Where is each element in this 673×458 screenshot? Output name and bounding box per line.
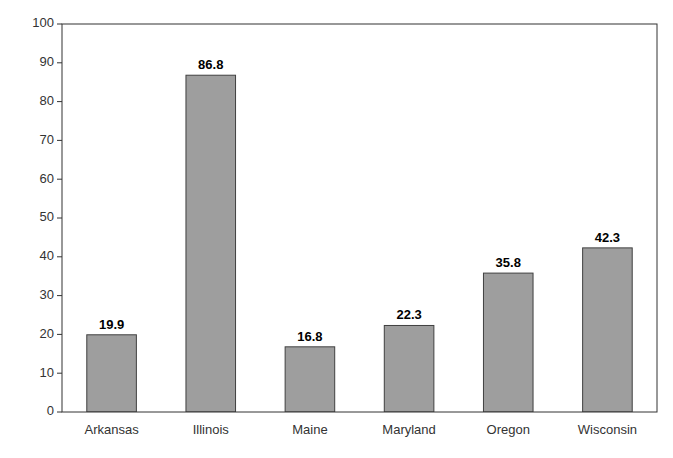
y-tick-label: 100 <box>32 15 54 30</box>
y-tick <box>57 256 62 257</box>
y-tick-label: 50 <box>40 209 54 224</box>
y-tick-label: 20 <box>40 326 54 341</box>
y-tick <box>57 62 62 63</box>
data-label: 16.8 <box>297 329 322 344</box>
x-tick-label: Maryland <box>382 422 435 437</box>
chart-container: 19.9 86.8 16.8 22.3 35.8 42.3 0 10 20 30 40 50 60 70 8… <box>0 0 673 458</box>
plot-frame <box>62 24 657 412</box>
y-tick-label: 30 <box>40 287 54 302</box>
y-tick <box>57 179 62 180</box>
y-tick-label: 70 <box>40 132 54 147</box>
y-tick-label: 90 <box>40 54 54 69</box>
data-label: 35.8 <box>496 255 521 270</box>
bar <box>483 273 533 412</box>
x-tick-label: Maine <box>292 422 327 437</box>
y-tick <box>57 101 62 102</box>
data-label: 42.3 <box>595 230 620 245</box>
y-tick <box>57 24 62 25</box>
y-axis: 0 10 20 30 40 50 60 70 80 90 100 <box>32 15 62 418</box>
bar <box>583 248 633 412</box>
bars <box>87 75 632 412</box>
y-tick <box>57 295 62 296</box>
x-tick-label: Illinois <box>193 422 230 437</box>
bar <box>384 325 434 412</box>
data-label: 19.9 <box>99 317 124 332</box>
y-tick <box>57 373 62 374</box>
x-tick-label: Wisconsin <box>578 422 637 437</box>
y-tick <box>57 334 62 335</box>
bar <box>186 75 236 412</box>
data-label: 86.8 <box>198 57 223 72</box>
data-labels: 19.9 86.8 16.8 22.3 35.8 42.3 <box>99 57 620 344</box>
x-axis: Arkansas Illinois Maine Maryland Oregon Wisco… <box>84 422 637 437</box>
y-tick-label: 80 <box>40 93 54 108</box>
bar <box>285 347 335 412</box>
y-tick <box>57 140 62 141</box>
y-tick-label: 10 <box>40 365 54 380</box>
chart-svg: 19.9 86.8 16.8 22.3 35.8 42.3 0 10 20 30 40 50 60 70 8… <box>0 0 673 458</box>
y-tick <box>57 412 62 413</box>
bar <box>87 335 137 412</box>
y-tick-label: 40 <box>40 248 54 263</box>
y-tick <box>57 218 62 219</box>
data-label: 22.3 <box>396 307 421 322</box>
y-tick-label: 0 <box>47 403 54 418</box>
x-tick-label: Arkansas <box>84 422 139 437</box>
x-tick-label: Oregon <box>487 422 530 437</box>
y-tick-label: 60 <box>40 171 54 186</box>
